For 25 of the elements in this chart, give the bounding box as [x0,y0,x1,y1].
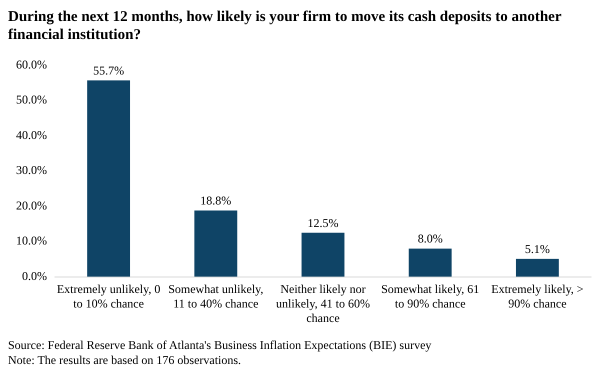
y-tick-label: 20.0% [16,198,47,212]
x-tick-label: Extremely likely, > 90% chance [491,282,584,311]
data-label: 18.8% [200,194,232,208]
y-tick-label: 30.0% [16,163,47,178]
data-label: 8.0% [418,232,443,246]
x-tick-label: Somewhat unlikely, 11 to 40% chance [168,282,264,311]
bar [87,80,130,277]
y-tick-label: 0.0% [22,268,47,283]
y-tick-label: 60.0% [16,57,47,72]
x-tick-label: Neither likely nor unlikely, 41 to 60% chance [276,282,370,325]
chart-title: During the next 12 months, how likely is your firm to move its cash deposits to another financial institution? [8,8,562,44]
x-tick-label: Somewhat likely, 61 to 90% chance [381,282,480,311]
y-tick-label: 40.0% [16,128,47,142]
data-label: 5.1% [524,242,550,256]
bar [194,210,238,277]
x-tick-label: Extremely unlikely, 0 to 10% chance [56,282,160,311]
bar [302,232,344,277]
bar [516,258,559,277]
source-note: Source: Federal Reserve Bank of Atlanta's Business Inflation Expectations (BIE) survey [8,338,432,353]
data-label: 55.7% [93,64,124,78]
y-tick-label: 50.0% [16,92,47,107]
bar [408,248,452,277]
y-tick-label: 10.0% [16,234,47,248]
data-label: 12.5% [308,216,338,230]
text: Note: The results are based on 176 observations. [8,353,242,368]
